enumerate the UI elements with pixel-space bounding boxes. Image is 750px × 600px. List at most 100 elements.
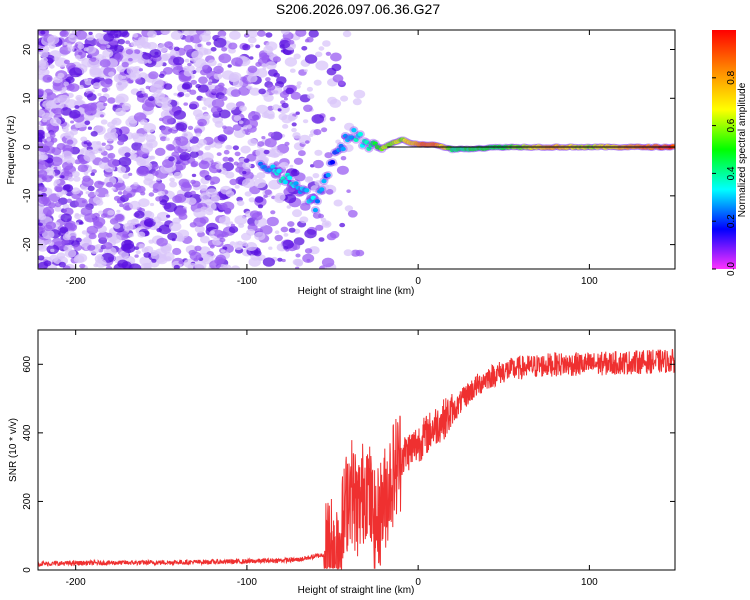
noise-blob <box>80 207 93 216</box>
noise-blob <box>339 222 346 228</box>
noise-blob <box>96 147 105 154</box>
signal-point <box>353 137 359 142</box>
noise-blob <box>57 72 65 78</box>
noise-blob <box>218 53 232 64</box>
noise-blob <box>302 119 309 124</box>
noise-blob <box>190 190 196 196</box>
noise-blob <box>255 44 261 49</box>
noise-blob <box>113 182 122 189</box>
noise-blob <box>63 172 70 177</box>
noise-blob <box>211 98 225 109</box>
noise-blob <box>38 255 45 261</box>
noise-blob <box>242 178 255 189</box>
noise-blob <box>274 192 286 202</box>
noise-blob <box>346 189 351 193</box>
noise-blob <box>119 250 129 259</box>
noise-blob <box>175 122 188 132</box>
noise-blob <box>261 136 266 140</box>
noise-blob <box>343 249 353 257</box>
noise-blob <box>254 231 266 241</box>
noise-blob <box>309 133 314 137</box>
noise-blob <box>78 84 84 90</box>
noise-blob <box>192 109 203 117</box>
noise-blob <box>108 71 115 77</box>
noise-blob <box>311 114 325 124</box>
noise-blob <box>95 32 104 40</box>
noise-blob <box>274 234 283 242</box>
noise-blob <box>321 257 335 268</box>
noise-blob <box>116 199 122 204</box>
noise-blob <box>284 141 290 146</box>
noise-blob <box>173 46 180 51</box>
noise-blob <box>228 157 235 163</box>
y-tick-label: 200 <box>22 493 33 510</box>
noise-blob <box>311 193 316 197</box>
noise-blob <box>107 152 116 159</box>
noise-blob <box>251 212 263 221</box>
noise-blob <box>151 163 159 170</box>
noise-blob <box>231 57 243 67</box>
noise-blob <box>304 248 313 254</box>
noise-blob <box>261 63 267 68</box>
noise-blob <box>79 263 86 269</box>
noise-blob <box>249 56 254 60</box>
signal-point <box>287 175 293 181</box>
noise-blob <box>38 121 42 126</box>
noise-blob <box>144 173 155 182</box>
noise-blob <box>222 246 228 250</box>
noise-blob <box>222 156 230 162</box>
noise-blob <box>229 241 236 246</box>
noise-blob <box>68 32 75 39</box>
noise-blob <box>299 216 309 224</box>
noise-blob <box>268 246 273 250</box>
noise-blob <box>272 56 281 63</box>
noise-blob <box>93 82 101 89</box>
noise-blob <box>340 156 347 161</box>
noise-blob <box>83 236 92 244</box>
noise-blob <box>158 54 169 62</box>
noise-blob <box>197 43 202 48</box>
noise-blob <box>255 68 268 78</box>
noise-blob <box>303 69 308 73</box>
snr-series-line <box>38 348 675 570</box>
noise-blob <box>78 101 84 105</box>
noise-blob <box>149 48 162 58</box>
signal-point <box>310 195 316 200</box>
noise-blob <box>100 114 104 118</box>
spectrogram-y-axis-label: Frequency (Hz) <box>6 116 17 185</box>
noise-blob <box>117 139 125 146</box>
noise-blob <box>315 51 323 58</box>
noise-blob <box>347 210 358 218</box>
noise-blob <box>194 245 202 252</box>
noise-blob <box>246 228 256 236</box>
noise-blob <box>83 141 88 145</box>
noise-blob <box>131 73 137 78</box>
noise-blob <box>73 244 82 251</box>
noise-blob <box>289 164 294 168</box>
noise-blob <box>188 30 197 36</box>
signal-point <box>340 146 346 152</box>
noise-blob <box>266 50 274 56</box>
noise-blob <box>174 164 184 172</box>
colorbar: 0.0 0.2 0.4 0.6 0.8 Normalized spectral ampl… <box>712 30 748 276</box>
noise-blob <box>86 93 97 101</box>
colorbar-tick-label: 0.6 <box>726 118 737 132</box>
noise-blob <box>135 78 143 85</box>
noise-blob <box>169 49 180 58</box>
noise-blob <box>132 33 139 38</box>
x-tick-label: 0 <box>415 276 421 287</box>
noise-blob <box>102 49 114 58</box>
noise-blob <box>40 186 47 193</box>
noise-blob <box>314 149 323 156</box>
noise-blob <box>308 30 319 38</box>
noise-blob <box>54 185 63 193</box>
noise-blob <box>189 89 197 95</box>
noise-blob <box>160 30 171 35</box>
noise-blob <box>353 89 366 99</box>
noise-blob <box>198 76 208 84</box>
noise-blob <box>285 87 295 95</box>
noise-blob <box>229 178 238 186</box>
noise-blob <box>183 69 193 77</box>
noise-blob <box>194 260 207 269</box>
noise-blob <box>53 56 60 61</box>
